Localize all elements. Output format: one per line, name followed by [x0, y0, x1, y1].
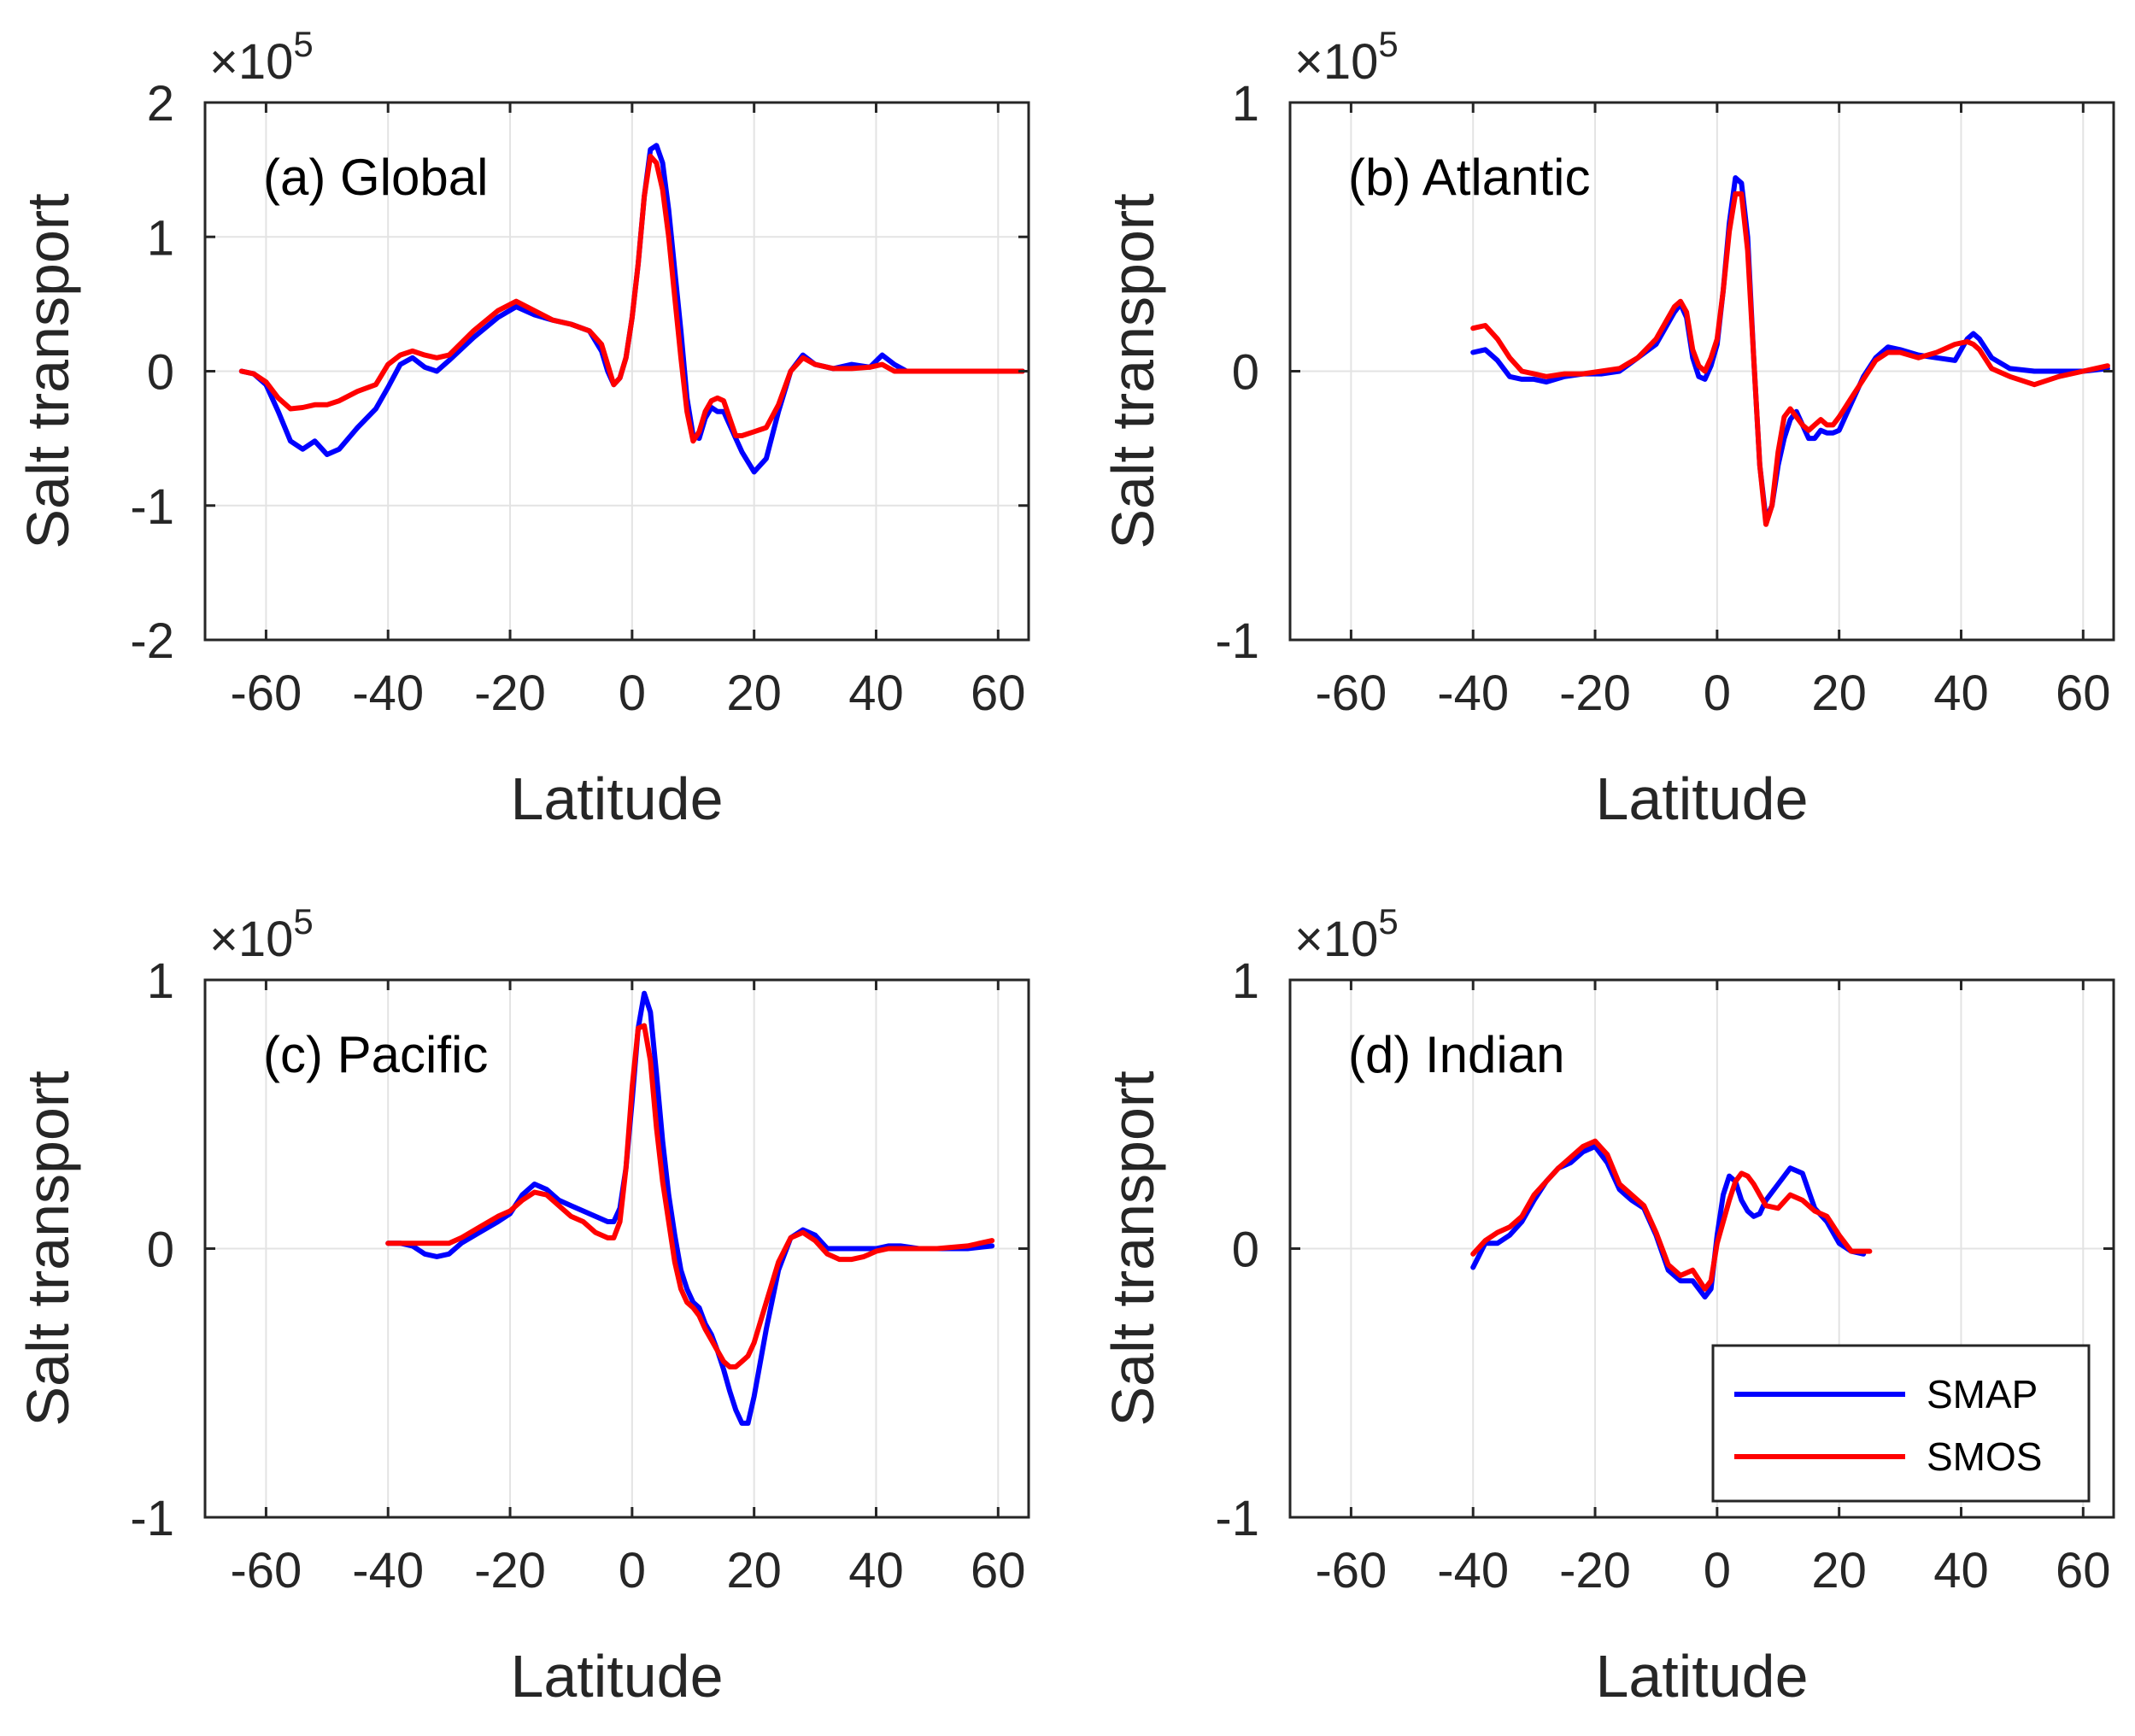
- exponent-power: 5: [293, 24, 313, 64]
- x-tick-label: 40: [1933, 666, 1989, 721]
- exponent-power: 5: [1378, 24, 1398, 64]
- x-axis-label: Latitude: [1595, 765, 1808, 832]
- x-tick-label: -40: [1437, 666, 1509, 721]
- x-axis-label: Latitude: [510, 1643, 723, 1710]
- y-tick-label: 1: [1232, 76, 1259, 132]
- x-tick-label: -20: [474, 1543, 546, 1598]
- y-tick-label: 1: [1232, 953, 1259, 1009]
- x-tick-label: 20: [726, 666, 782, 721]
- x-tick-label: -20: [1559, 1543, 1631, 1598]
- y-tick-label: -1: [1215, 613, 1259, 669]
- y-tick-label: 0: [1232, 345, 1259, 401]
- panel-title: (b) Atlantic: [1348, 149, 1590, 206]
- x-tick-label: -60: [1315, 1543, 1387, 1598]
- x-tick-label: -40: [1437, 1543, 1509, 1598]
- series-smos-line: [238, 153, 1025, 444]
- legend-box: [1711, 1344, 2091, 1503]
- x-tick-label: 60: [2056, 666, 2111, 721]
- x-tick-label: -40: [352, 1543, 424, 1598]
- x-tick-label: 0: [1704, 666, 1731, 721]
- exponent-base: ×10: [209, 34, 293, 90]
- x-tick-label: 20: [726, 1543, 782, 1598]
- x-tick-label: 60: [2056, 1543, 2111, 1598]
- y-axis-label: Salt transport: [1100, 193, 1166, 548]
- legend: SMAP SMOS: [1711, 1344, 2091, 1503]
- panel-title: (d) Indian: [1348, 1026, 1564, 1083]
- x-tick-label: 40: [1933, 1543, 1989, 1598]
- y-tick-label: 2: [147, 76, 174, 132]
- y-axis-label: Salt transport: [1100, 1070, 1166, 1426]
- x-tick-label: 60: [971, 1543, 1026, 1598]
- y-tick-label: -2: [130, 613, 174, 669]
- exponent-base: ×10: [209, 912, 293, 967]
- exponent-label: ×105: [1294, 24, 1399, 90]
- y-tick-label: 0: [147, 1223, 174, 1278]
- x-tick-label: -40: [352, 666, 424, 721]
- exponent-power: 5: [1378, 901, 1398, 941]
- x-tick-label: 40: [848, 666, 904, 721]
- x-tick-label: 0: [619, 1543, 646, 1598]
- x-tick-label: 20: [1811, 1543, 1867, 1598]
- y-axis-label: Salt transport: [15, 1070, 81, 1426]
- exponent-base: ×10: [1294, 912, 1378, 967]
- exponent-label: ×105: [1294, 901, 1399, 967]
- y-tick-label: -1: [1215, 1491, 1259, 1546]
- exponent-power: 5: [293, 901, 313, 941]
- panel-title: (c) Pacific: [263, 1026, 488, 1083]
- panel-atlantic: -60 -40 -20 0 20 40 60 -1 0 1 ×105 (b) Atlantic Lati…: [1100, 24, 2115, 832]
- x-tick-label: 0: [619, 666, 646, 721]
- x-axis-label: Latitude: [510, 765, 723, 832]
- panel-title: (a) Global: [263, 149, 488, 206]
- series-smos-line: [1470, 1138, 1873, 1292]
- exponent-label: ×105: [209, 901, 314, 967]
- x-tick-label: -20: [1559, 666, 1631, 721]
- exponent-label: ×105: [209, 24, 314, 90]
- x-tick-label: -20: [474, 666, 546, 721]
- x-axis-label: Latitude: [1595, 1643, 1808, 1710]
- x-tick-label: -60: [230, 1543, 302, 1598]
- y-tick-label: -1: [130, 479, 174, 535]
- y-tick-label: 0: [1232, 1223, 1259, 1278]
- y-tick-label: 1: [147, 953, 174, 1009]
- legend-smap-label: SMAP: [1927, 1372, 2038, 1416]
- x-tick-label: 0: [1704, 1543, 1731, 1598]
- x-tick-label: 60: [971, 666, 1026, 721]
- series-smos-line: [1470, 191, 2110, 527]
- legend-smos-label: SMOS: [1927, 1434, 2042, 1479]
- panel-pacific: -60 -40 -20 0 20 40 60 -1 0 1 ×105 (c) Pacific Latit…: [15, 901, 1030, 1710]
- exponent-base: ×10: [1294, 34, 1378, 90]
- y-axis-label: Salt transport: [15, 193, 81, 548]
- y-tick-label: 1: [147, 210, 174, 266]
- x-tick-label: 40: [848, 1543, 904, 1598]
- x-tick-label: -60: [230, 666, 302, 721]
- x-tick-label: 20: [1811, 666, 1867, 721]
- series-smos-line: [385, 1023, 995, 1369]
- y-tick-label: 0: [147, 345, 174, 401]
- x-tick-label: -60: [1315, 666, 1387, 721]
- panel-global: -60 -40 -20 0 20 40 60 -2 -1 0 1 2 ×105 (a) Global Lat…: [15, 24, 1030, 832]
- y-tick-label: -1: [130, 1491, 174, 1546]
